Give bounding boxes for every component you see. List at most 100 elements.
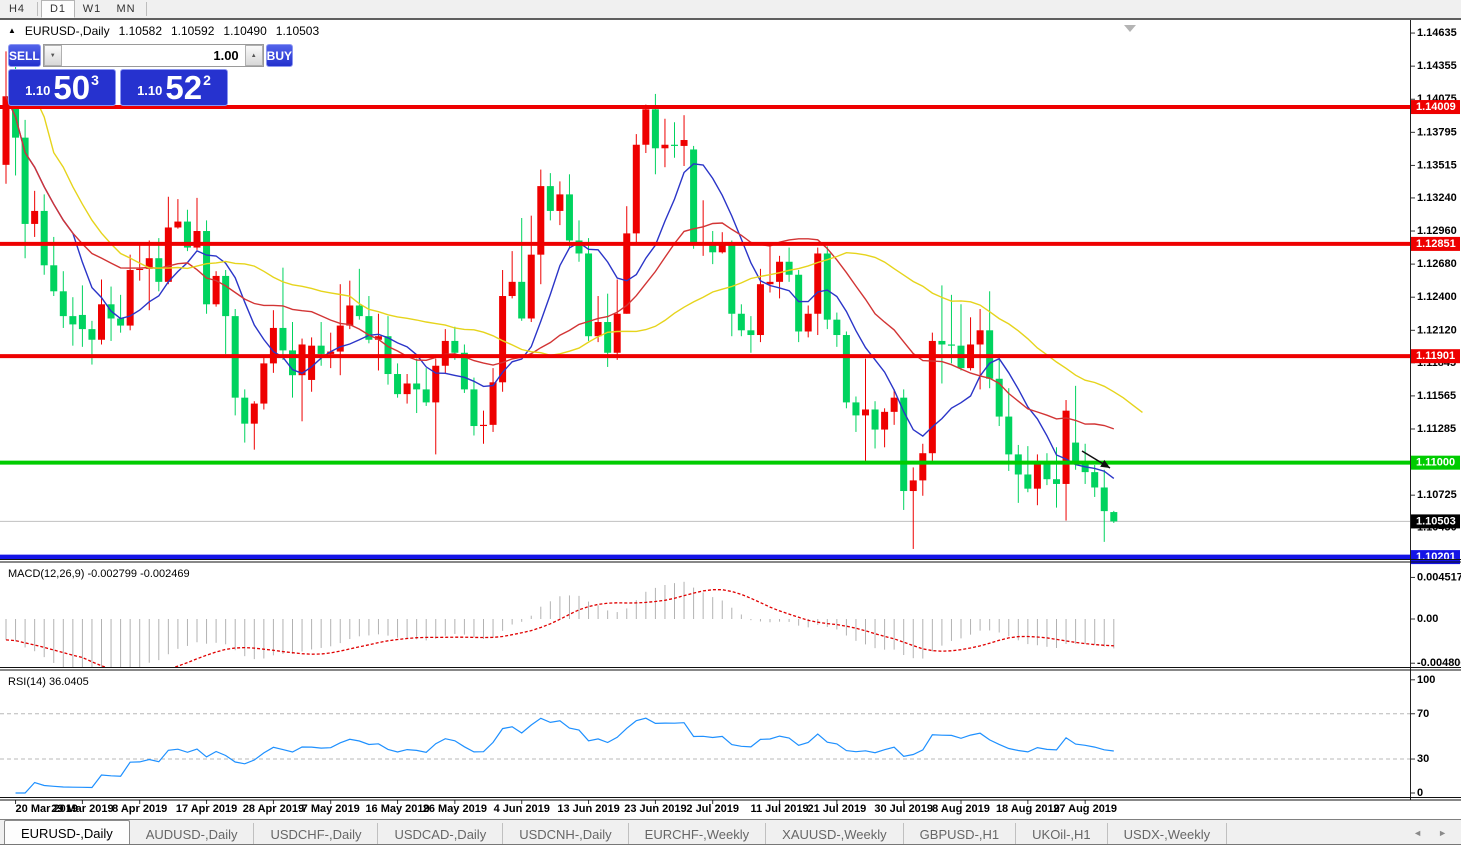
date-tick-label: 16 May 2019 (365, 803, 429, 815)
moving-average-medium (5, 96, 1115, 430)
open-value: 1.10582 (118, 24, 162, 38)
chart-tab-usdx-weekly[interactable]: USDX-,Weekly (1108, 823, 1228, 844)
chart-window: 1.14635 1.14355 1.14075 1.13795 1.13515 1.132… (0, 20, 1461, 844)
current-price-label (1411, 514, 1460, 529)
date-tick-label: 20 Mar 2019 (16, 803, 78, 815)
buy-button[interactable]: BUY (265, 44, 294, 67)
price-tick-label: 1.12680 (1417, 258, 1457, 270)
level-price-label-text: 1.11901 (1416, 350, 1455, 362)
volume-spinner: ▼ ▲ (42, 44, 264, 67)
level-price-label-text: 1.14009 (1416, 101, 1456, 113)
date-tick-label: 30 Jul 2019 (874, 803, 933, 815)
price-tick-label: 1.10725 (1417, 489, 1457, 501)
level-price-label (1411, 455, 1460, 470)
price-tick-label: 1.14635 (1417, 27, 1457, 39)
macd-axis-label: 0.00 (1417, 613, 1438, 625)
price-tick-label: 1.12960 (1417, 225, 1457, 237)
level-price-label-text: 1.11000 (1416, 457, 1455, 469)
timeframe-button-h4[interactable]: H4 (0, 0, 34, 18)
chart-tab-usdcnh-daily[interactable]: USDCNH-,Daily (503, 823, 629, 844)
sell-price-display[interactable]: 1.10 50 3 (8, 69, 116, 106)
rsi-axis-label: 70 (1417, 708, 1429, 720)
level-price-label (1411, 236, 1460, 251)
macd-signal-line (5, 589, 1114, 668)
chart-tab-ukoil-h1[interactable]: UKOil-,H1 (1016, 823, 1108, 844)
tab-scroll-right-icon[interactable]: ► (1438, 827, 1447, 838)
sell-price-prefix: 1.10 (25, 83, 51, 98)
chart-tab-gbpusd-h1[interactable]: GBPUSD-,H1 (904, 823, 1017, 844)
macd-axis-label: -0.004806 (1417, 657, 1461, 669)
main-plot-area[interactable] (0, 51, 1410, 560)
buy-price-prefix: 1.10 (137, 83, 163, 98)
date-tick-label: 29 Mar 2019 (51, 803, 113, 815)
level-price-label-text: 1.10201 (1416, 551, 1456, 563)
macd-plot-area[interactable] (5, 581, 1115, 679)
date-tick-label: 2 Jul 2019 (686, 803, 739, 815)
price-tick-label: 1.12400 (1417, 291, 1457, 303)
one-click-trading-panel: SELL ▼ ▲ BUY 1.10 50 3 1.10 52 2 (8, 44, 294, 106)
price-tick-label: 1.13240 (1417, 192, 1457, 204)
price-tick-label: 1.11565 (1417, 390, 1456, 402)
chart-tab-audusd-daily[interactable]: AUDUSD-,Daily (130, 823, 255, 844)
level-price-label (1411, 550, 1460, 565)
rsi-axis-label: 30 (1417, 753, 1429, 765)
price-tick-label: 1.13795 (1417, 126, 1457, 138)
high-value: 1.10592 (171, 24, 215, 38)
date-tick-label: 28 Apr 2019 (243, 803, 304, 815)
macd-indicator-label: MACD(12,26,9) -0.002799 -0.002469 (8, 568, 190, 580)
date-tick-label: 4 Jun 2019 (494, 803, 550, 815)
chart-tab-eurusd-daily[interactable]: EURUSD-,Daily (4, 820, 130, 844)
timeframe-button-w1[interactable]: W1 (75, 0, 109, 18)
low-value: 1.10490 (223, 24, 267, 38)
date-tick-label: 23 Jun 2019 (624, 803, 686, 815)
date-tick-label: 27 Aug 2019 (1053, 803, 1117, 815)
level-price-label (1411, 100, 1460, 115)
date-tick-label: 11 Jul 2019 (750, 803, 808, 815)
price-tick-label: 1.11285 (1417, 423, 1456, 435)
chart-tab-usdchf-daily[interactable]: USDCHF-,Daily (254, 823, 379, 844)
buy-price-display[interactable]: 1.10 52 2 (120, 69, 228, 106)
arrow-head (1100, 459, 1110, 468)
level-price-label (1411, 349, 1460, 364)
close-value: 1.10503 (275, 24, 320, 38)
date-tick-label: 26 May 2019 (423, 803, 487, 815)
current-price-label-text: 1.10503 (1416, 515, 1456, 527)
price-axis[interactable]: 1.146351.143551.140751.137951.135151.132… (1410, 27, 1461, 799)
moving-average-slow (34, 96, 1143, 413)
date-tick-label: 13 Jun 2019 (557, 803, 619, 815)
level-price-label-text: 1.12851 (1416, 238, 1456, 250)
date-tick-label: 8 Apr 2019 (112, 803, 167, 815)
chart-tab-eurchf-weekly[interactable]: EURCHF-,Weekly (629, 823, 767, 844)
volume-increase-button[interactable]: ▲ (244, 45, 263, 66)
price-chart[interactable]: 1.146351.143551.140751.137951.135151.132… (0, 20, 1461, 820)
rsi-line (15, 717, 1114, 794)
tab-scroll-left-icon[interactable]: ◄ (1413, 827, 1423, 838)
collapse-icon[interactable]: ▲ (8, 25, 16, 35)
rsi-plot-area[interactable] (0, 713, 1410, 794)
chart-shift-marker-icon[interactable] (1124, 25, 1136, 32)
rsi-axis-label: 0 (1417, 787, 1423, 799)
toolbar-separator (146, 2, 147, 16)
sell-price-main: 50 (53, 69, 91, 106)
sell-button[interactable]: SELL (8, 44, 41, 67)
date-tick-label: 18 Aug 2019 (996, 803, 1060, 815)
sell-price-pip: 3 (91, 72, 99, 88)
price-tick-label: 1.12120 (1417, 324, 1457, 336)
date-tick-label: 8 Aug 2019 (932, 803, 990, 815)
chart-title: ▲ EURUSD-,Daily 1.10582 1.10592 1.10490 … (8, 24, 319, 38)
volume-decrease-button[interactable]: ▼ (43, 45, 62, 66)
date-tick-label: 21 Jul 2019 (807, 803, 866, 815)
rsi-indicator-label: RSI(14) 36.0405 (8, 676, 89, 688)
date-tick-label: 7 May 2019 (302, 803, 360, 815)
buy-price-main: 52 (165, 69, 203, 106)
timeframe-button-mn[interactable]: MN (109, 0, 143, 18)
buy-price-pip: 2 (203, 72, 211, 88)
volume-input[interactable] (61, 45, 245, 66)
chart-tab-xauusd-weekly[interactable]: XAUUSD-,Weekly (766, 823, 904, 844)
chart-tab-usdcad-daily[interactable]: USDCAD-,Daily (378, 823, 504, 844)
macd-axis-label: 0.004517 (1417, 571, 1461, 583)
chart-tab-bar: EURUSD-,Daily AUDUSD-,Daily USDCHF-,Daily U… (0, 819, 1461, 844)
timeframe-button-d1[interactable]: D1 (41, 0, 75, 18)
